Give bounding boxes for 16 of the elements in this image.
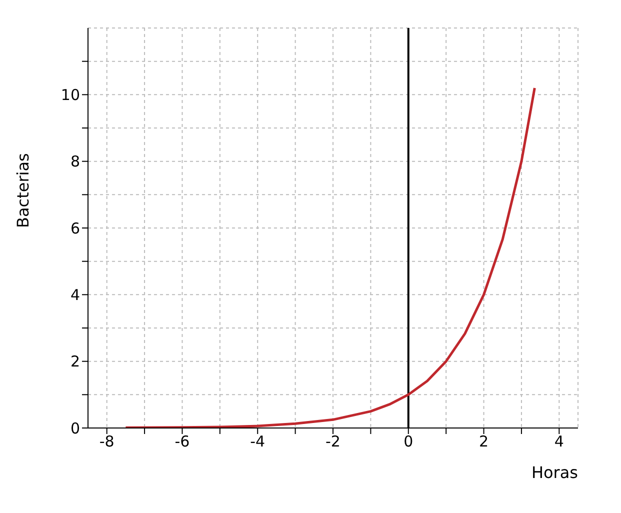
y-tick-label: 6 — [70, 219, 80, 238]
x-axis-title: Horas — [531, 463, 578, 482]
x-tick-label: -4 — [250, 432, 266, 451]
y-tick-label: 8 — [70, 152, 80, 171]
y-tick-label: 0 — [70, 419, 80, 438]
x-tick-label: 4 — [554, 432, 564, 451]
y-tick-label: 2 — [70, 352, 80, 371]
x-tick-label: -6 — [174, 432, 190, 451]
line-series — [124, 86, 536, 428]
y-tick-label: 4 — [70, 286, 80, 304]
x-tick-label: -8 — [99, 432, 114, 451]
x-tick-label: 0 — [404, 432, 414, 451]
x-tick-label: 2 — [478, 432, 489, 451]
y-tick-label: 10 — [60, 86, 80, 104]
x-tick-label: -2 — [326, 432, 340, 451]
y-axis-title: Bacterias — [14, 153, 33, 228]
